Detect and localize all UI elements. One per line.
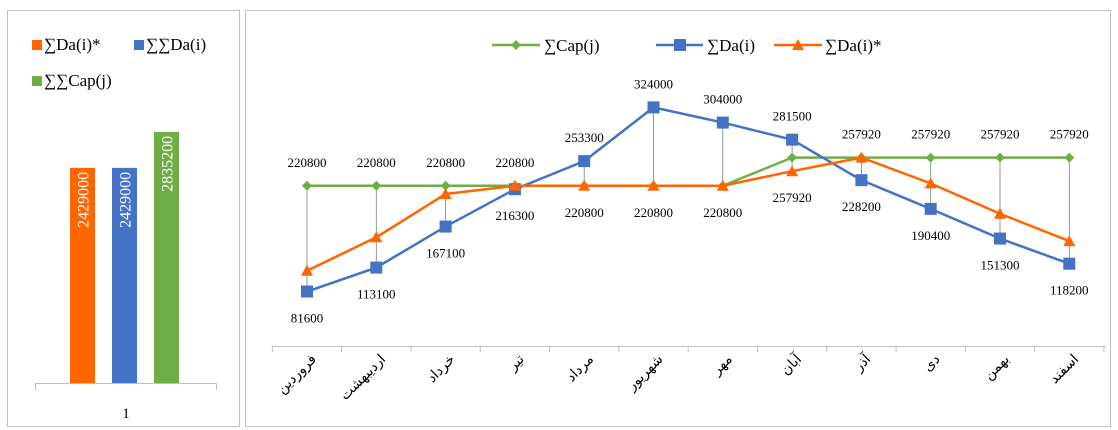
point-s0-2 (440, 180, 451, 191)
point-s1-9 (924, 202, 937, 215)
bar-value-label-0: 2429000 (76, 172, 93, 228)
upper-data-label-10: 257920 (981, 127, 1020, 142)
point-s1-10 (994, 232, 1006, 245)
upper-data-label-5: 324000 (634, 76, 673, 91)
point-s2-1 (370, 231, 383, 243)
bar-1 (112, 167, 137, 383)
upper-data-label-4: 253300 (565, 130, 604, 145)
line-legend: ∑Cap(j) ∑Da(i) ∑Da(i)* (492, 36, 882, 55)
point-s1-5 (647, 101, 660, 114)
lower-data-label-5: 220800 (634, 205, 673, 220)
bar-value-label-1: 2429000 (118, 172, 135, 228)
bar-legend-label-2: ∑∑Cap(j) (44, 71, 112, 90)
upper-data-label-3: 220800 (495, 155, 534, 170)
point-s2-5 (647, 179, 660, 191)
upper-data-label-0: 220800 (288, 155, 327, 170)
lower-data-label-4: 220800 (565, 205, 604, 220)
bar-legend-swatch-2 (32, 76, 42, 86)
line-legend-label-2: ∑Da(i)* (825, 36, 882, 55)
lower-data-label-10: 151300 (981, 258, 1020, 273)
point-s0-9 (925, 152, 936, 163)
lower-data-label-6: 220800 (703, 205, 742, 220)
lower-data-label-8: 228200 (842, 199, 881, 214)
bar-2 (154, 131, 179, 383)
point-s0-10 (995, 152, 1005, 163)
line-legend-label-1: ∑Da(i) (707, 36, 755, 55)
point-s1-8 (855, 174, 868, 187)
upper-data-label-9: 257920 (911, 127, 950, 142)
point-s0-0 (302, 180, 312, 191)
lower-data-label-9: 190400 (911, 228, 950, 243)
bar-legend-label-1: ∑∑Da(i) (146, 35, 206, 54)
point-s1-1 (370, 261, 383, 274)
point-s1-2 (439, 220, 452, 233)
line-legend-marker-0 (511, 40, 521, 50)
bar-legend-label-0: ∑Da(i)* (44, 35, 101, 54)
point-s1-6 (716, 116, 729, 129)
upper-data-label-6: 304000 (703, 92, 742, 107)
lower-data-label-7: 257920 (773, 190, 812, 205)
point-s2-10 (994, 207, 1006, 219)
point-s1-4 (578, 155, 591, 168)
point-s2-8 (855, 151, 868, 163)
point-s0-7 (787, 152, 798, 163)
lower-data-label-3: 216300 (495, 208, 534, 223)
series-line-2 (306, 156, 1070, 272)
point-s2-7 (786, 165, 799, 177)
lower-data-label-11: 118200 (1050, 283, 1089, 298)
bar-legend-swatch-1 (134, 40, 144, 50)
line-legend-label-0: ∑Cap(j) (544, 36, 600, 55)
bar-category-label: 1 (122, 406, 130, 422)
point-s0-11 (1064, 152, 1075, 163)
lower-data-label-0: 81600 (291, 311, 324, 326)
point-s2-11 (1063, 235, 1076, 247)
lower-data-label-1: 113100 (357, 287, 396, 302)
bar-value-label-2: 2835200 (160, 136, 177, 192)
upper-data-label-11: 257920 (1050, 127, 1089, 142)
series-line-1 (306, 106, 1070, 293)
point-s2-4 (578, 179, 591, 191)
upper-data-label-1: 220800 (357, 155, 396, 170)
point-s0-1 (371, 180, 382, 191)
line-legend-marker-2 (792, 39, 804, 50)
upper-data-label-2: 220800 (426, 155, 465, 170)
bar-legend: ∑Da(i)* ∑∑Da(i) ∑∑Cap(j) (32, 35, 206, 90)
line-legend-marker-1 (674, 39, 686, 51)
point-s2-0 (301, 264, 313, 276)
point-s2-6 (716, 179, 729, 191)
point-s1-0 (301, 285, 313, 298)
point-s2-9 (924, 177, 937, 189)
point-s2-3 (508, 179, 521, 191)
bar-0 (70, 167, 95, 383)
lower-data-label-2: 167100 (426, 246, 465, 261)
upper-data-label-7: 281500 (773, 109, 812, 124)
bar-legend-swatch-0 (32, 40, 42, 50)
point-s2-2 (439, 187, 452, 199)
line-panel-frame (245, 10, 1111, 427)
point-s1-11 (1063, 257, 1076, 270)
point-s1-7 (786, 133, 799, 146)
upper-data-label-8: 257920 (842, 127, 881, 142)
